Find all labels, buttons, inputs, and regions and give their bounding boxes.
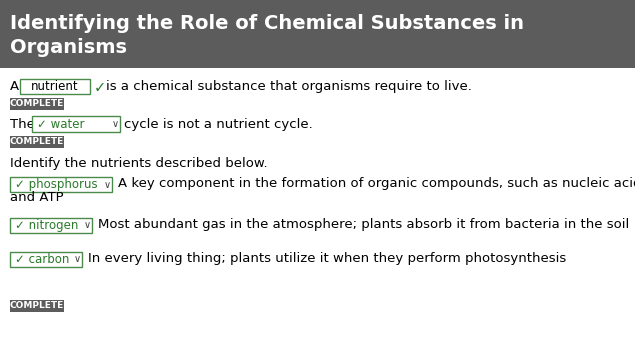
Text: The: The — [10, 118, 35, 131]
Text: COMPLETE: COMPLETE — [10, 138, 64, 146]
Text: A: A — [10, 80, 19, 93]
Text: ✓ phosphorus: ✓ phosphorus — [15, 178, 98, 191]
Text: ✓ carbon: ✓ carbon — [15, 253, 69, 266]
Text: nutrient: nutrient — [31, 80, 79, 93]
Text: Identify the nutrients described below.: Identify the nutrients described below. — [10, 157, 267, 170]
Text: COMPLETE: COMPLETE — [10, 99, 64, 108]
Text: ∨: ∨ — [111, 119, 119, 129]
FancyBboxPatch shape — [20, 79, 90, 94]
FancyBboxPatch shape — [10, 136, 64, 148]
Text: In every living thing; plants utilize it when they perform photosynthesis: In every living thing; plants utilize it… — [88, 252, 566, 265]
Text: ∨: ∨ — [83, 221, 91, 230]
Text: is a chemical substance that organisms require to live.: is a chemical substance that organisms r… — [106, 80, 472, 93]
FancyBboxPatch shape — [10, 98, 64, 110]
Text: cycle is not a nutrient cycle.: cycle is not a nutrient cycle. — [124, 118, 313, 131]
Text: ∨: ∨ — [74, 254, 81, 265]
Text: ∨: ∨ — [104, 179, 110, 190]
FancyBboxPatch shape — [10, 177, 112, 192]
FancyBboxPatch shape — [0, 0, 635, 68]
FancyBboxPatch shape — [10, 218, 92, 233]
Text: and ATP: and ATP — [10, 191, 64, 204]
Text: ✓ water: ✓ water — [37, 118, 84, 131]
FancyBboxPatch shape — [10, 300, 64, 312]
FancyBboxPatch shape — [32, 116, 120, 132]
Text: ✓: ✓ — [94, 80, 106, 95]
Text: Most abundant gas in the atmosphere; plants absorb it from bacteria in the soil: Most abundant gas in the atmosphere; pla… — [98, 218, 629, 231]
FancyBboxPatch shape — [10, 252, 82, 267]
Text: Organisms: Organisms — [10, 38, 127, 57]
Text: A key component in the formation of organic compounds, such as nucleic acids: A key component in the formation of orga… — [118, 177, 635, 190]
Text: Identifying the Role of Chemical Substances in: Identifying the Role of Chemical Substan… — [10, 14, 524, 33]
Text: ✓ nitrogen: ✓ nitrogen — [15, 219, 78, 232]
Text: COMPLETE: COMPLETE — [10, 301, 64, 310]
